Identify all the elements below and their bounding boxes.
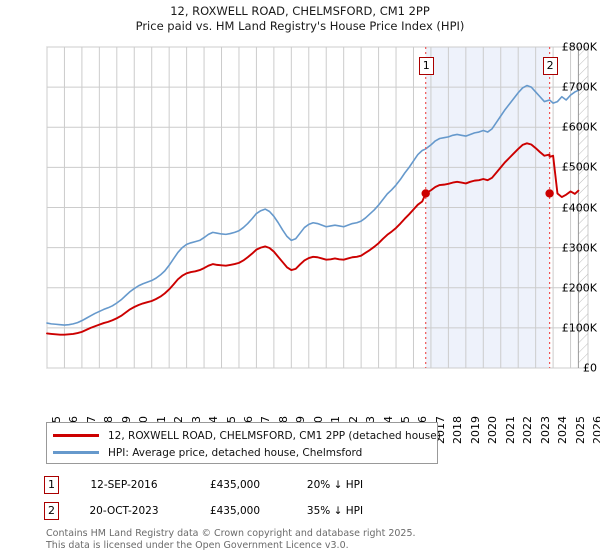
transaction-point [421, 189, 430, 198]
transactions-table: 1 12-SEP-2016 £435,000 20% ↓ HPI 2 20-OC… [44, 472, 464, 524]
transaction-marker-1: 1 [44, 476, 59, 494]
x-axis-tick-label: 2023 [538, 416, 552, 444]
series-line-price [46, 142, 580, 336]
footer-attribution: Contains HM Land Registry data © Crown c… [46, 528, 586, 551]
legend-swatch-hpi [53, 451, 99, 454]
legend-label-price: 12, ROXWELL ROAD, CHELMSFORD, CM1 2PP (d… [108, 429, 441, 442]
x-axis-tick-label: 2019 [468, 416, 482, 444]
x-axis-tick-label: 2022 [521, 416, 535, 444]
y-axis-tick-label: £500K [561, 160, 597, 174]
x-axis-tick-label: 2024 [556, 416, 570, 444]
x-axis-tick-label: 2021 [503, 416, 517, 444]
table-row: 2 20-OCT-2023 £435,000 35% ↓ HPI [44, 498, 464, 524]
chart-legend: 12, ROXWELL ROAD, CHELMSFORD, CM1 2PP (d… [46, 422, 441, 464]
no-data-hatch [578, 47, 588, 368]
footer-line-2: This data is licensed under the Open Gov… [46, 539, 349, 551]
x-axis-tick-label: 2018 [451, 416, 465, 444]
y-axis-tick-label: £200K [561, 281, 597, 295]
legend-item: 12, ROXWELL ROAD, CHELMSFORD, CM1 2PP (d… [53, 427, 441, 444]
y-axis-tick-label: £300K [561, 241, 597, 255]
x-axis-tick-label: 2026 [591, 416, 600, 444]
price-chart: £0 £100K £200K £300K £400K £500K £600K £700K £80… [0, 40, 600, 375]
series-line-hpi [46, 84, 580, 326]
page-subtitle: Price paid vs. HM Land Registry's House … [135, 19, 465, 33]
transaction-date: 20-OCT-2023 [89, 505, 159, 517]
page-title: 12, ROXWELL ROAD, CHELMSFORD, CM1 2PP [170, 4, 430, 18]
transaction-hpi-delta: 20% ↓ HPI [306, 479, 364, 491]
x-axis-tick-label: 2020 [486, 416, 500, 444]
footer-line-1: Contains HM Land Registry data © Crown c… [46, 528, 416, 539]
transaction-hpi-delta: 35% ↓ HPI [306, 505, 364, 517]
legend-label-hpi: HPI: Average price, detached house, Chel… [108, 446, 363, 459]
legend-item: HPI: Average price, detached house, Chel… [53, 444, 437, 461]
y-axis-tick-label: £0 [583, 361, 597, 375]
transaction-price: £435,000 [209, 505, 261, 517]
chart-canvas [0, 40, 600, 379]
y-axis-tick-label: £100K [561, 321, 597, 335]
x-axis-ticks: 1995199619971998199920002001200220032004… [0, 376, 600, 444]
chart-titles: 12, ROXWELL ROAD, CHELMSFORD, CM1 2PP Pr… [0, 0, 600, 34]
x-axis-tick-label: 2025 [573, 416, 587, 444]
table-row: 1 12-SEP-2016 £435,000 20% ↓ HPI [44, 472, 464, 498]
y-axis-tick-label: £800K [561, 40, 597, 54]
transaction-marker-2: 2 [44, 502, 59, 520]
y-axis-tick-label: £700K [561, 80, 597, 94]
chart-marker-2[interactable]: 2 [542, 57, 558, 75]
transaction-date: 12-SEP-2016 [90, 479, 158, 491]
y-axis-tick-label: £600K [561, 120, 597, 134]
transaction-point [545, 189, 554, 198]
transaction-price: £435,000 [209, 479, 261, 491]
chart-marker-1[interactable]: 1 [418, 57, 434, 75]
y-axis-tick-label: £400K [561, 201, 597, 214]
legend-swatch-price [53, 434, 99, 437]
